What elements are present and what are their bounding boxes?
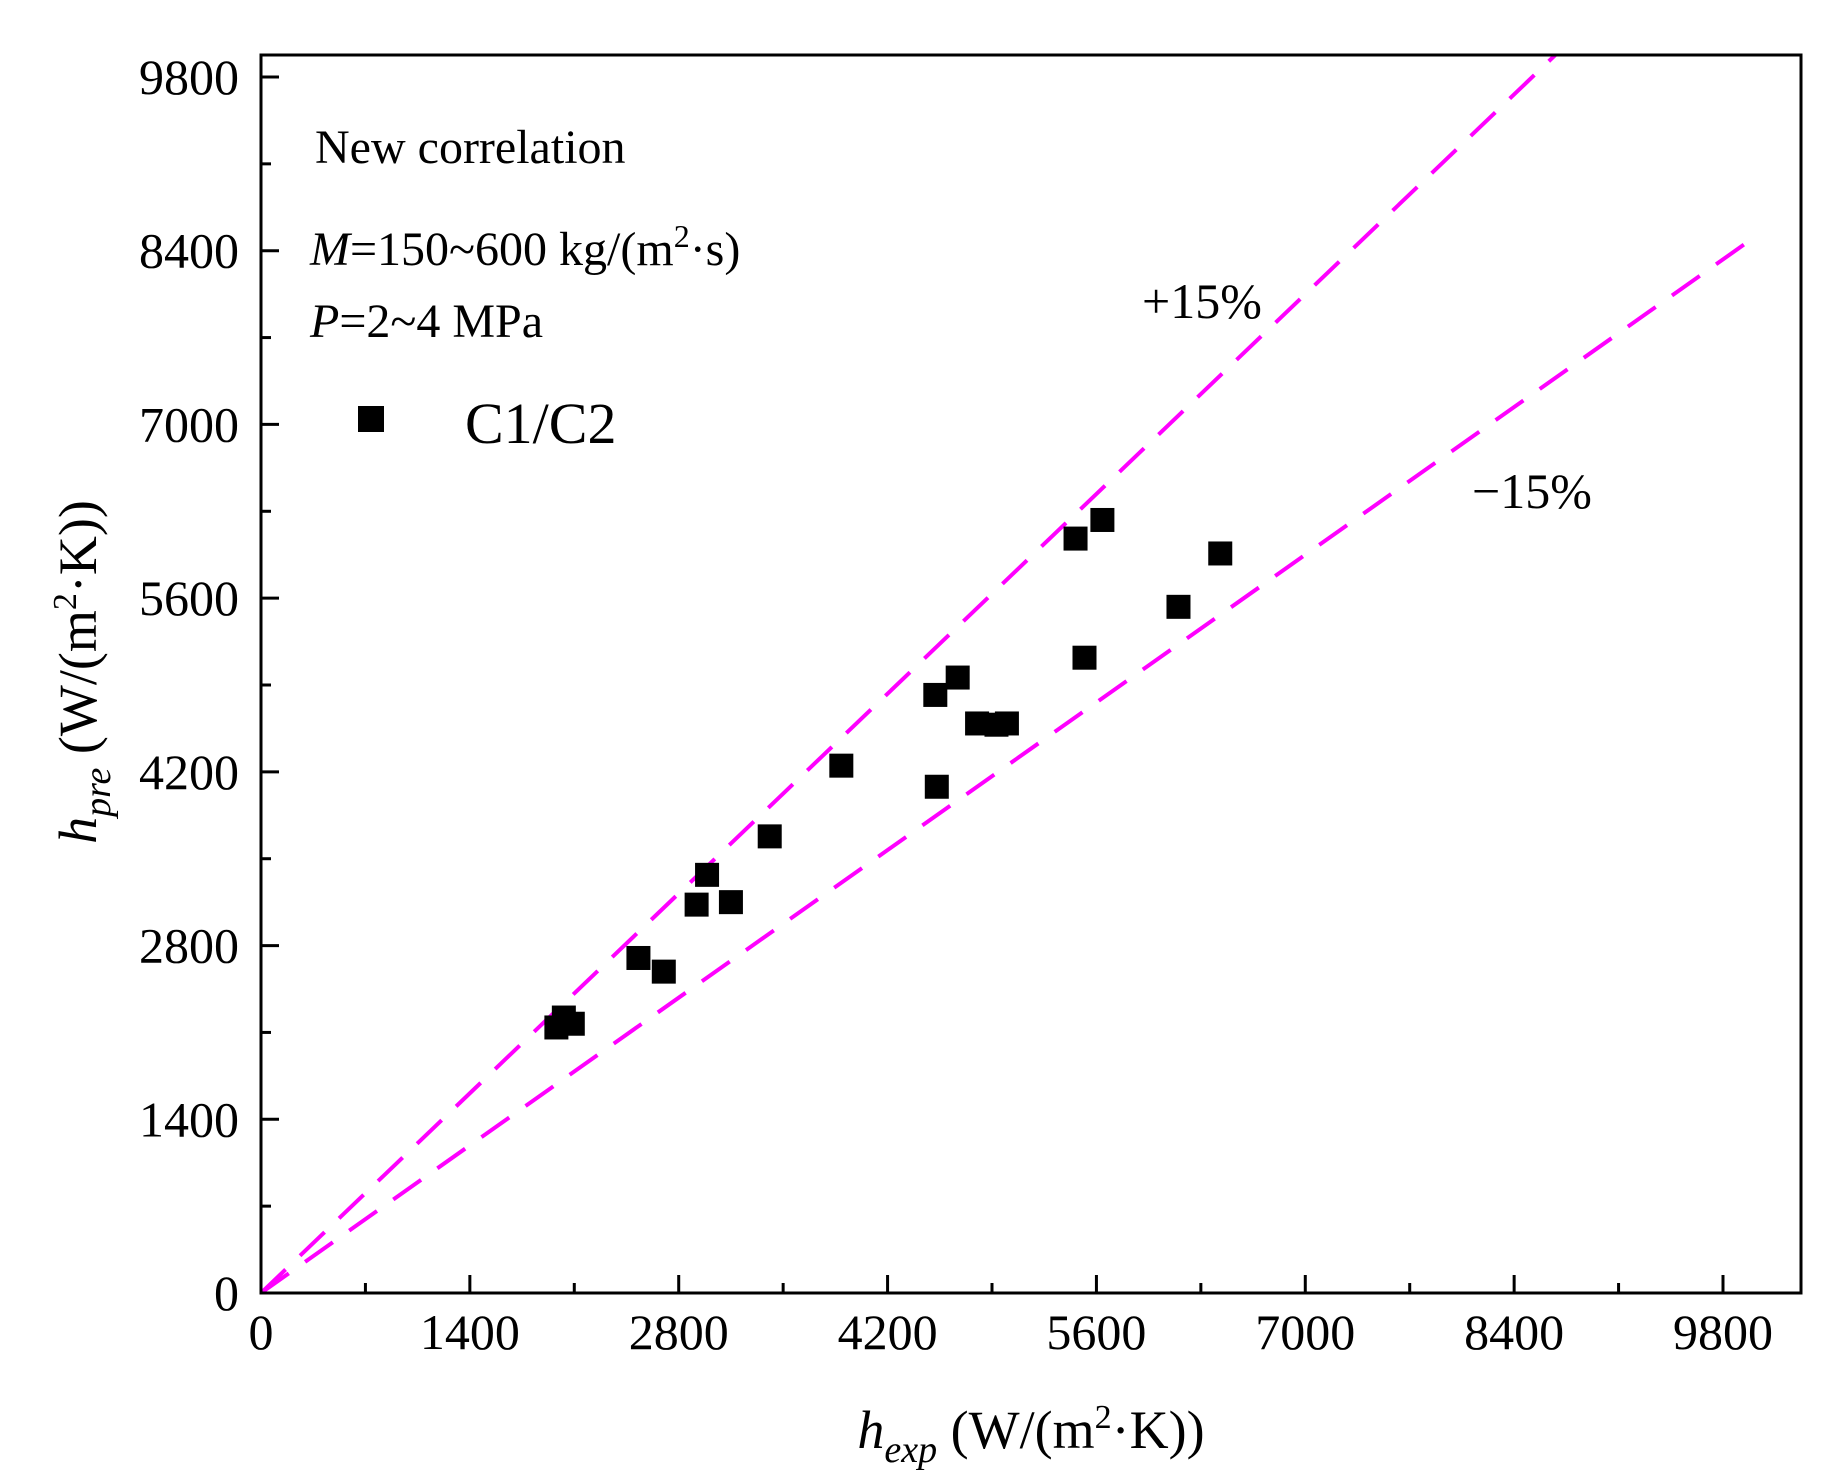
y-tick-label: 9800 [139,49,239,105]
y-tick-label: 2800 [139,918,239,974]
ref-line-minus-15 [261,236,1754,1293]
x-tick-label: 9800 [1673,1304,1773,1360]
plot-frame [259,53,1803,1295]
ref-label-plus-15: +15% [1142,273,1262,329]
axis-ticks [259,75,1725,1295]
data-point [695,862,720,887]
annotation-line-1: New correlation [315,121,626,174]
x-tick-label: 1400 [420,1304,520,1360]
tick-labels: 0 1400 2800 4200 5600 7000 8400 9800 0 1400 2800 42… [139,49,1773,1360]
x-tick-label: 7000 [1255,1304,1355,1360]
data-point [1072,645,1097,670]
x-tick-label: 4200 [838,1304,938,1360]
data-point [757,824,782,849]
x-tick-label: 5600 [1046,1304,1146,1360]
y-tick-label: 0 [214,1265,239,1321]
data-point [1090,507,1115,532]
annotation-line-3: P=2~4 MPa [309,295,543,348]
legend-marker [358,406,384,432]
data-point [718,890,743,915]
data-point [560,1011,585,1036]
x-axis-label: hexp (W/(m2·K)) [857,1399,1204,1471]
data-point [684,892,709,917]
legend: C1/C2 [358,391,617,456]
x-tick-label: 2800 [629,1304,729,1360]
data-points [544,507,1233,1040]
y-axis-label: hpre (W/(m2·K)) [47,500,119,844]
y-tick-label: 8400 [139,223,239,279]
data-point [924,774,949,799]
annotation-line-2: M=150~600 kg/(m2·s) [309,218,740,276]
data-point [1063,526,1088,551]
legend-label: C1/C2 [465,391,617,456]
x-tick-label: 8400 [1464,1304,1564,1360]
reference-lines [261,55,1754,1293]
data-point [945,665,970,690]
data-point [923,682,948,707]
data-point [829,753,854,778]
y-tick-label: 5600 [139,570,239,626]
y-tick-label: 1400 [139,1091,239,1147]
data-point [994,711,1019,736]
x-tick-label: 0 [249,1304,274,1360]
data-point [626,945,651,970]
data-point [1208,541,1233,566]
data-point [1166,594,1191,619]
data-point [651,959,676,984]
y-tick-label: 7000 [139,396,239,452]
ref-label-minus-15: −15% [1472,463,1592,519]
y-tick-label: 4200 [139,744,239,800]
ref-line-plus-15 [261,55,1559,1293]
